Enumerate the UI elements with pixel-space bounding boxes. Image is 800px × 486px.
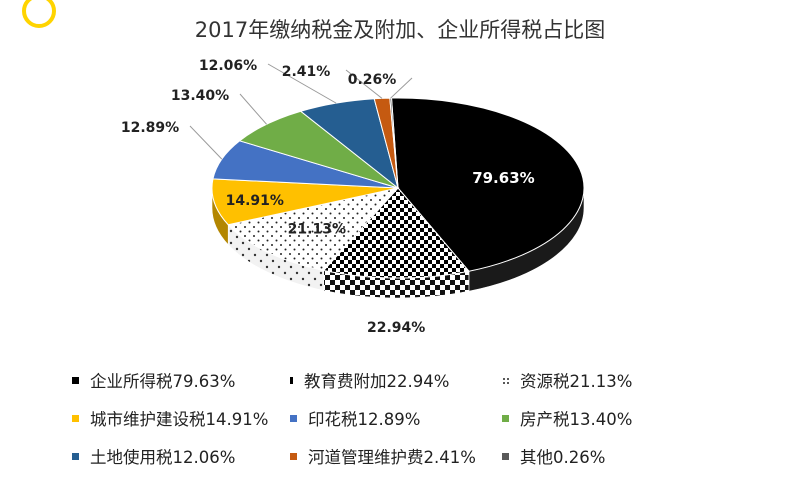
legend-label-8: 其他0.26% <box>520 448 606 467</box>
legend-swatch-1 <box>290 377 293 384</box>
legend-label-2: 资源税21.13% <box>520 372 633 391</box>
data-label-3: 14.91% <box>226 193 284 209</box>
legend-swatch-5 <box>502 415 509 422</box>
pie-slice-1 <box>322 187 470 279</box>
legend-label-4: 印花税12.89% <box>308 410 421 429</box>
pie-slice-0 <box>390 97 585 272</box>
chart-title: 2017年缴纳税金及附加、企业所得税占比图 <box>194 18 606 42</box>
legend-label-7: 河道管理维护费2.41% <box>308 448 476 467</box>
logo-ring-icon <box>22 0 56 28</box>
legend-item-6: 土地使用税12.06% <box>72 444 235 468</box>
legend-swatch-8 <box>502 453 509 460</box>
legend-label-5: 房产税13.40% <box>520 410 633 429</box>
leader-line-8 <box>390 77 413 99</box>
leader-line-7 <box>345 69 383 99</box>
data-label-6: 12.06% <box>199 58 257 74</box>
legend-swatch-3 <box>72 415 79 422</box>
legend-swatch-0 <box>72 377 79 384</box>
legend-label-1: 教育费附加22.94% <box>304 372 450 391</box>
data-label-7: 2.41% <box>282 64 331 80</box>
legend-swatch-6 <box>72 453 79 460</box>
legend-item-8: 其他0.26% <box>502 444 605 468</box>
data-label-8: 0.26% <box>348 72 397 88</box>
legend-swatch-4 <box>290 415 297 422</box>
pie-slice-3 <box>211 178 399 226</box>
pie-slice-8 <box>389 97 399 189</box>
data-label-1: 22.94% <box>367 320 425 336</box>
data-label-2: 21.13% <box>288 222 346 238</box>
legend-swatch-7 <box>290 453 297 460</box>
legend-item-5: 房产税13.40% <box>502 406 632 430</box>
legend-label-3: 城市维护建设税14.91% <box>90 410 269 429</box>
data-label-4: 12.89% <box>121 120 179 136</box>
legend-label-6: 土地使用税12.06% <box>90 448 236 467</box>
legend-swatch-2 <box>502 377 509 384</box>
data-label-5: 13.40% <box>171 88 229 104</box>
leader-line-6 <box>267 63 337 104</box>
legend-label-0: 企业所得税79.63% <box>90 372 236 391</box>
legend-item-2: 资源税21.13% <box>502 368 632 392</box>
leader-line-5 <box>239 93 267 125</box>
legend-item-0: 企业所得税79.63% <box>72 368 235 392</box>
legend-item-7: 河道管理维护费2.41% <box>290 444 476 468</box>
legend-item-4: 印花税12.89% <box>290 406 420 430</box>
data-label-0: 79.63% <box>472 169 534 187</box>
legend-item-1: 教育费附加22.94% <box>290 368 449 392</box>
pie-slice-2 <box>227 187 400 272</box>
leader-line-4 <box>189 125 223 160</box>
legend-item-3: 城市维护建设税14.91% <box>72 406 268 430</box>
